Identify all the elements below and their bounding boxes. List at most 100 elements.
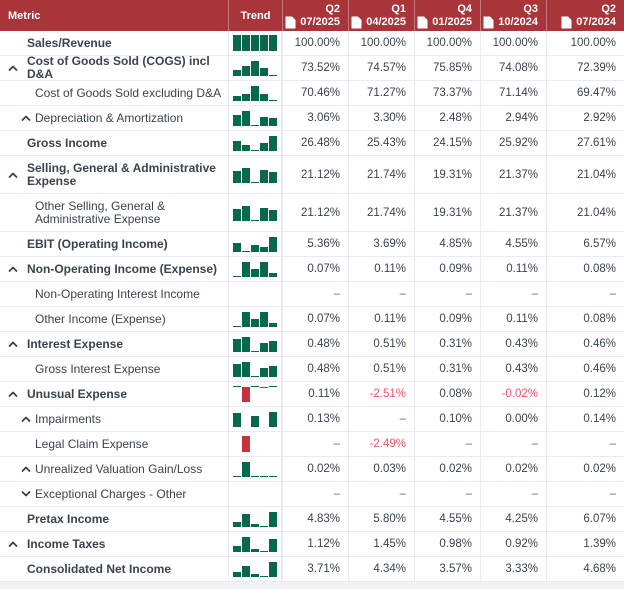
table-row: Interest Expense 0.48% 0.51% 0.31% 0.43% 0.46… — [0, 332, 624, 357]
trend-bar — [242, 386, 250, 402]
metric-label: Impairments — [35, 411, 102, 426]
document-icon[interactable] — [285, 16, 296, 29]
chevron-up-icon[interactable] — [8, 541, 18, 547]
value-cell: 1.12% — [282, 532, 348, 556]
trend-bar — [242, 35, 250, 51]
metric-label: Pretax Income — [27, 511, 110, 526]
trend-cell — [228, 407, 282, 431]
value-cell: – — [546, 282, 624, 306]
trend-bar — [233, 96, 241, 101]
value-cell: 21.12% — [282, 156, 348, 193]
period-quarter: Q2 — [325, 2, 340, 15]
value-cell: 0.11% — [480, 257, 546, 281]
trend-bar — [251, 376, 259, 377]
chevron-up-icon[interactable] — [21, 416, 31, 422]
period-column-header[interactable]: Q4 01/2025 — [414, 0, 480, 31]
value-cell: 21.04% — [546, 194, 624, 231]
period-date: 07/2024 — [576, 15, 616, 28]
chevron-down-icon[interactable] — [21, 491, 31, 497]
metric-cell: Exceptional Charges - Other — [0, 482, 228, 506]
trend-bar — [251, 150, 259, 151]
trend-bar — [269, 100, 277, 101]
trend-bar — [233, 35, 241, 51]
trend-bar — [260, 476, 268, 477]
chevron-up-icon[interactable] — [21, 115, 31, 121]
metric-cell: Interest Expense — [0, 332, 228, 356]
metric-label: Sales/Revenue — [27, 35, 112, 50]
value-cell: – — [480, 282, 546, 306]
period-column-header[interactable]: Q2 07/2024 — [546, 0, 624, 31]
trend-bar — [251, 351, 259, 352]
trend-bar — [233, 545, 241, 552]
table-row: Pretax Income 4.83% 5.80% 4.55% 4.25% 6.07% — [0, 507, 624, 532]
trend-bar — [269, 171, 277, 183]
trend-cell — [228, 307, 282, 331]
period-quarter: Q4 — [457, 2, 472, 15]
metric-label: Other Income (Expense) — [35, 311, 166, 326]
trend-bar — [260, 246, 268, 252]
value-cell: 0.11% — [282, 382, 348, 406]
value-cell: 21.74% — [348, 194, 414, 231]
value-cell: 100.00% — [546, 31, 624, 55]
table-row: Sales/Revenue 100.00% 100.00% 100.00% 100.00… — [0, 31, 624, 56]
table-header: Metric Trend Q2 07/2025 Q1 04/2025 Q4 01… — [0, 0, 624, 31]
table-row: Non-Operating Interest Income – – – – – — [0, 282, 624, 307]
value-cell: 0.48% — [282, 332, 348, 356]
scrollbar-track[interactable] — [0, 582, 624, 589]
trend-bar — [269, 272, 277, 277]
metric-cell: Unusual Expense — [0, 382, 228, 406]
metric-cell: Pretax Income — [0, 507, 228, 531]
metric-header-label: Metric — [8, 9, 41, 22]
value-cell: 69.47% — [546, 81, 624, 105]
value-cell: 19.31% — [414, 194, 480, 231]
value-cell: 0.51% — [348, 332, 414, 356]
chevron-up-icon[interactable] — [8, 266, 18, 272]
period-column-header[interactable]: Q1 04/2025 — [348, 0, 414, 31]
trend-bar — [260, 342, 268, 352]
trend-bar — [269, 322, 277, 327]
table-body: Sales/Revenue 100.00% 100.00% 100.00% 100.00… — [0, 31, 624, 582]
trend-cell — [228, 557, 282, 581]
document-icon[interactable] — [417, 16, 428, 29]
metric-label: Non-Operating Interest Income — [35, 286, 200, 301]
chevron-up-icon[interactable] — [8, 391, 18, 397]
period-column-header[interactable]: Q2 07/2025 — [282, 0, 348, 31]
table-row: Consolidated Net Income 3.71% 4.34% 3.57% 3.… — [0, 557, 624, 582]
trend-bar — [233, 326, 241, 327]
trend-bar — [251, 549, 259, 552]
trend-bar — [242, 537, 250, 552]
trend-bar — [251, 219, 259, 221]
value-cell: -2.49% — [348, 432, 414, 456]
chevron-up-icon[interactable] — [21, 466, 31, 472]
trend-cell — [228, 432, 282, 456]
trend-cell — [228, 194, 282, 231]
trend-cell — [228, 106, 282, 130]
document-icon[interactable] — [561, 16, 572, 29]
trend-bar — [260, 526, 268, 527]
trend-bar — [269, 538, 277, 552]
value-cell: 0.08% — [414, 382, 480, 406]
chevron-up-icon[interactable] — [8, 341, 18, 347]
value-cell: 0.02% — [546, 457, 624, 481]
metric-cell: Impairments — [0, 407, 228, 431]
value-cell: 0.03% — [348, 457, 414, 481]
trend-bar — [233, 476, 241, 477]
value-cell: 0.51% — [348, 357, 414, 381]
document-icon[interactable] — [483, 16, 494, 29]
value-cell: – — [546, 482, 624, 506]
trend-bar — [242, 144, 250, 151]
document-icon[interactable] — [351, 16, 362, 29]
trend-bar — [242, 262, 250, 277]
trend-bar — [251, 61, 259, 76]
value-cell: 0.08% — [546, 307, 624, 331]
metric-label: Interest Expense — [27, 336, 124, 351]
trend-cell — [228, 507, 282, 531]
chevron-up-icon[interactable] — [8, 65, 18, 71]
value-cell: 0.13% — [282, 407, 348, 431]
trend-sparkline — [233, 336, 277, 352]
trend-bar — [269, 512, 277, 527]
chevron-up-icon[interactable] — [8, 172, 18, 178]
value-cell: – — [480, 432, 546, 456]
trend-bar — [260, 262, 268, 277]
period-column-header[interactable]: Q3 10/2024 — [480, 0, 546, 31]
